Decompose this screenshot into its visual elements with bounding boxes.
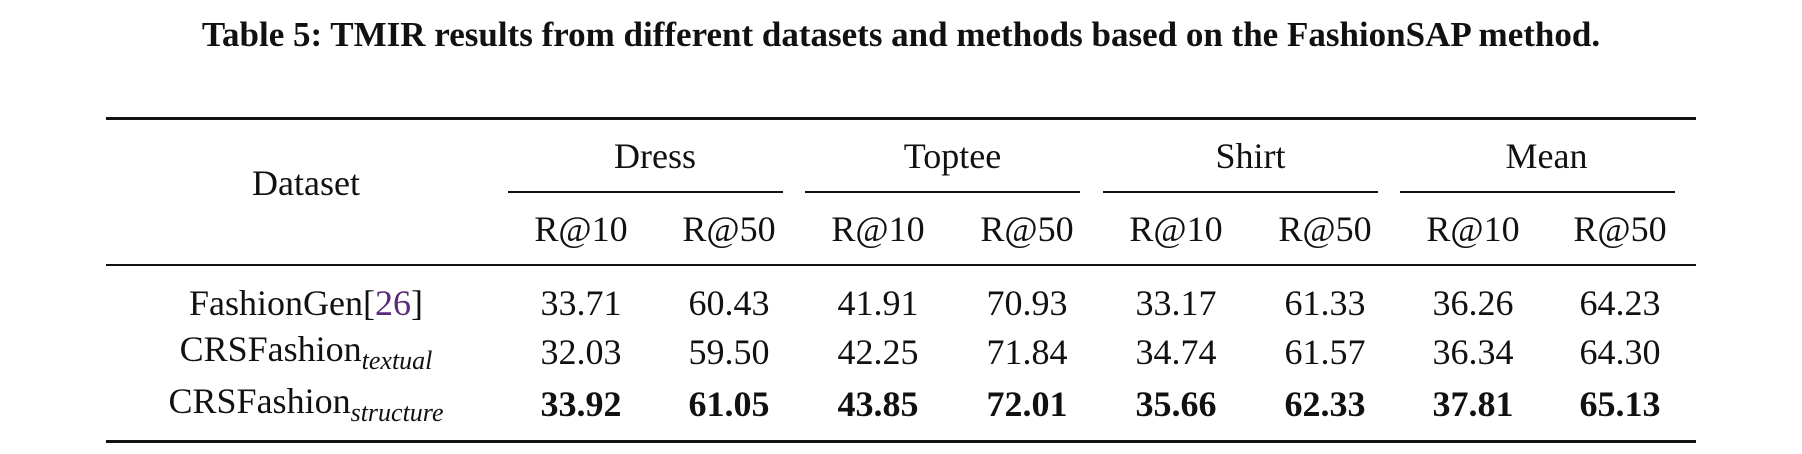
cell-value: 33.17 [1135,283,1217,323]
cell-value: 37.81 [1432,384,1514,424]
cell-value: 70.93 [986,283,1068,323]
mid-rule [106,264,1696,266]
cell-value: 41.91 [837,283,919,323]
cell-value: 65.13 [1579,384,1661,424]
cell-value: 64.23 [1579,283,1661,323]
cell-value: 59.50 [688,332,770,372]
bottom-rule [106,440,1696,443]
cell-value: 62.33 [1284,384,1366,424]
group-header: Shirt [1215,136,1286,176]
cell-value: 32.03 [540,332,622,372]
dataset-subscript: structure [350,398,444,427]
cell-value: 42.25 [837,332,919,372]
cell-value: 36.26 [1432,283,1514,323]
cell-value: 34.74 [1135,332,1217,372]
group-rule [805,191,1080,193]
metric-header: R@10 [534,209,628,249]
group-header: Mean [1505,136,1588,176]
cell-value: 36.34 [1432,332,1514,372]
dataset-label: CRSFashion [179,329,362,369]
group-rule [508,191,783,193]
top-rule [106,117,1696,120]
metric-header: R@10 [831,209,925,249]
dataset-label: FashionGen [189,283,363,323]
cell-value: 71.84 [986,332,1068,372]
citation: 26 [375,283,411,323]
cell-value: 64.30 [1579,332,1661,372]
group-header: Dress [614,136,696,176]
cell-value: 43.85 [837,384,919,424]
cell-value: 61.05 [688,384,770,424]
group-rule [1103,191,1378,193]
metric-header: R@10 [1129,209,1223,249]
group-rule [1400,191,1675,193]
dataset-name: CRSFashionstructure [169,380,444,428]
dataset-subscript: textual [361,346,433,375]
metric-header: R@10 [1426,209,1520,249]
dataset-label: CRSFashion [168,381,351,421]
metric-header: R@50 [1278,209,1372,249]
cell-value: 33.71 [540,283,622,323]
metric-header: R@50 [980,209,1074,249]
cell-value: 60.43 [688,283,770,323]
cell-value: 72.01 [986,384,1068,424]
cell-value: 61.57 [1284,332,1366,372]
metric-header: R@50 [682,209,776,249]
metric-header: R@50 [1573,209,1667,249]
cell-value: 33.92 [540,384,622,424]
table-caption: Table 5: TMIR results from different dat… [201,15,1601,54]
dataset-name: FashionGen[26] [189,283,423,323]
cell-value: 35.66 [1135,384,1217,424]
row-header: Dataset [252,163,360,203]
cell-value: 61.33 [1284,283,1366,323]
group-header: Toptee [903,136,1002,176]
dataset-name: CRSFashiontextual [180,328,433,376]
